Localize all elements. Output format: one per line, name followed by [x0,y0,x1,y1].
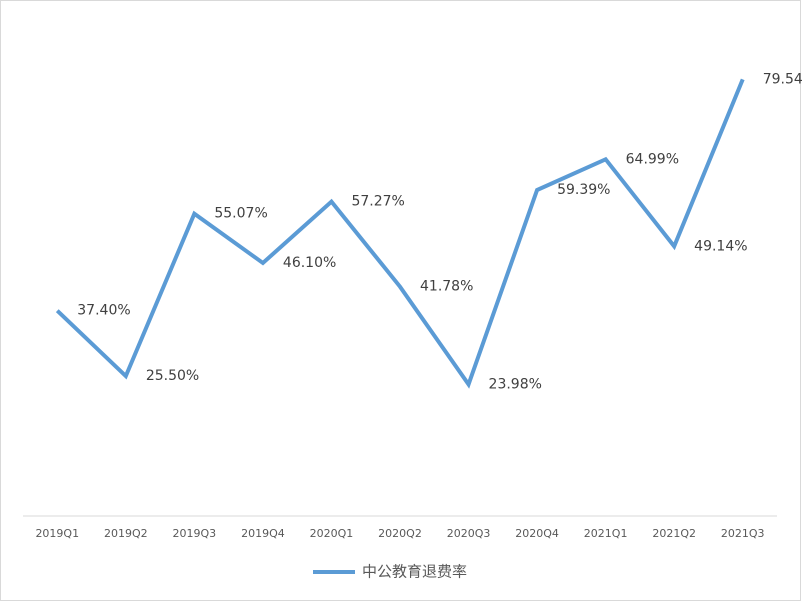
data-label: 46.10% [283,255,336,271]
legend-label: 中公教育退费率 [362,563,467,581]
data-label: 23.98% [489,376,542,392]
data-label: 57.27% [351,194,404,210]
data-label: 64.99% [626,151,679,167]
data-label: 59.39% [557,182,610,198]
x-tick-label: 2019Q4 [241,527,285,540]
data-label: 55.07% [214,206,267,222]
x-tick-label: 2019Q1 [35,527,79,540]
data-label: 25.50% [146,368,199,384]
x-tick-label: 2020Q3 [447,527,491,540]
x-tick-label: 2019Q2 [104,527,148,540]
x-tick-label: 2020Q1 [310,527,354,540]
x-tick-label: 2021Q1 [584,527,628,540]
x-tick-label: 2021Q2 [652,527,696,540]
data-line [55,78,745,389]
x-tick-label: 2021Q3 [721,527,765,540]
x-tick-label: 2020Q4 [515,527,559,540]
x-tick-label: 2019Q3 [173,527,217,540]
data-label: 49.14% [694,238,747,254]
data-label: 37.40% [77,303,130,319]
data-label: 41.78% [420,279,473,295]
data-label: 79.54% [763,71,802,87]
x-tick-label: 2020Q2 [378,527,422,540]
